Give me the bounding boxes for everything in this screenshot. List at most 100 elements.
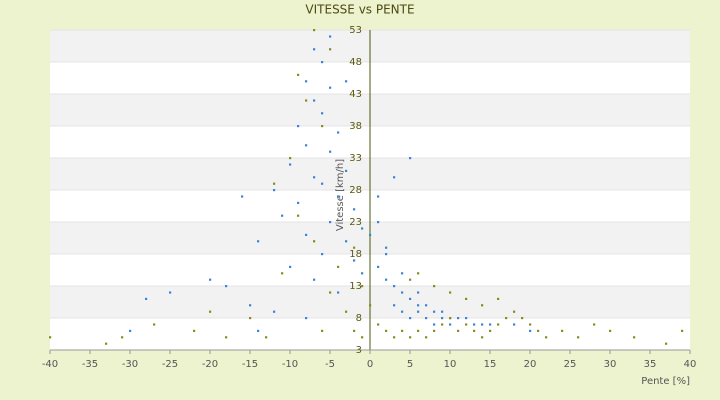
- point: [289, 163, 292, 166]
- point: [385, 278, 388, 281]
- y-tick-label: 38: [349, 121, 362, 132]
- point: [305, 80, 308, 83]
- y-tick-label: 43: [349, 89, 362, 100]
- point: [313, 99, 316, 102]
- point: [369, 304, 372, 307]
- point: [225, 285, 228, 288]
- point: [385, 329, 388, 332]
- point: [449, 291, 452, 294]
- point: [489, 329, 492, 332]
- point: [297, 125, 300, 128]
- point: [409, 157, 412, 160]
- x-tick-label: -15: [242, 359, 258, 370]
- point: [273, 182, 276, 185]
- point: [121, 336, 124, 339]
- point: [401, 329, 404, 332]
- point: [329, 86, 332, 89]
- point: [409, 278, 412, 281]
- x-tick-label: 25: [564, 359, 577, 370]
- point: [321, 253, 324, 256]
- point: [481, 336, 484, 339]
- point: [321, 112, 324, 115]
- point: [449, 317, 452, 320]
- point: [345, 80, 348, 83]
- point: [297, 201, 300, 204]
- point: [393, 285, 396, 288]
- x-tick-label: 30: [604, 359, 617, 370]
- point: [353, 208, 356, 211]
- x-tick-label: 15: [484, 359, 497, 370]
- y-tick-label: 48: [349, 57, 362, 68]
- x-tick-label: -10: [282, 359, 298, 370]
- y-tick-label: 13: [349, 281, 362, 292]
- point: [393, 176, 396, 179]
- point: [433, 323, 436, 326]
- chart-title: VITESSE vs PENTE: [305, 3, 414, 17]
- point: [385, 253, 388, 256]
- point: [289, 157, 292, 160]
- x-tick-label: 20: [524, 359, 537, 370]
- point: [273, 310, 276, 313]
- point: [529, 329, 532, 332]
- point: [337, 131, 340, 134]
- y-tick-label: 33: [349, 153, 362, 164]
- point: [545, 336, 548, 339]
- point: [377, 265, 380, 268]
- y-tick-label: 3: [356, 345, 362, 356]
- point: [281, 272, 284, 275]
- x-axis-label: Pente [%]: [641, 376, 690, 387]
- x-tick-label: 35: [644, 359, 657, 370]
- point: [313, 240, 316, 243]
- point: [329, 150, 332, 153]
- y-tick-label: 53: [349, 25, 362, 36]
- point: [393, 336, 396, 339]
- y-tick-label: 18: [349, 249, 362, 260]
- point: [361, 227, 364, 230]
- point: [313, 278, 316, 281]
- point: [257, 329, 260, 332]
- point: [321, 182, 324, 185]
- point: [465, 317, 468, 320]
- point: [361, 336, 364, 339]
- point: [521, 317, 524, 320]
- point: [561, 329, 564, 332]
- x-tick-label: -5: [325, 359, 335, 370]
- point: [209, 310, 212, 313]
- point: [457, 329, 460, 332]
- point: [209, 278, 212, 281]
- point: [377, 221, 380, 224]
- point: [425, 304, 428, 307]
- point: [513, 323, 516, 326]
- point: [417, 291, 420, 294]
- point: [337, 265, 340, 268]
- point: [345, 310, 348, 313]
- point: [393, 304, 396, 307]
- point: [433, 310, 436, 313]
- point: [441, 323, 444, 326]
- point: [361, 285, 364, 288]
- point: [433, 329, 436, 332]
- point: [321, 329, 324, 332]
- point: [153, 323, 156, 326]
- point: [377, 195, 380, 198]
- point: [273, 189, 276, 192]
- point: [289, 265, 292, 268]
- x-tick-label: 5: [407, 359, 413, 370]
- point: [225, 336, 228, 339]
- x-tick-label: 0: [367, 359, 373, 370]
- point: [353, 246, 356, 249]
- x-tick-label: 40: [684, 359, 697, 370]
- point: [249, 304, 252, 307]
- point: [329, 221, 332, 224]
- point: [665, 342, 668, 345]
- point: [681, 329, 684, 332]
- x-tick-label: -20: [202, 359, 218, 370]
- point: [337, 291, 340, 294]
- point: [409, 317, 412, 320]
- point: [249, 317, 252, 320]
- point: [537, 329, 540, 332]
- point: [473, 323, 476, 326]
- x-tick-label: 10: [444, 359, 457, 370]
- point: [401, 291, 404, 294]
